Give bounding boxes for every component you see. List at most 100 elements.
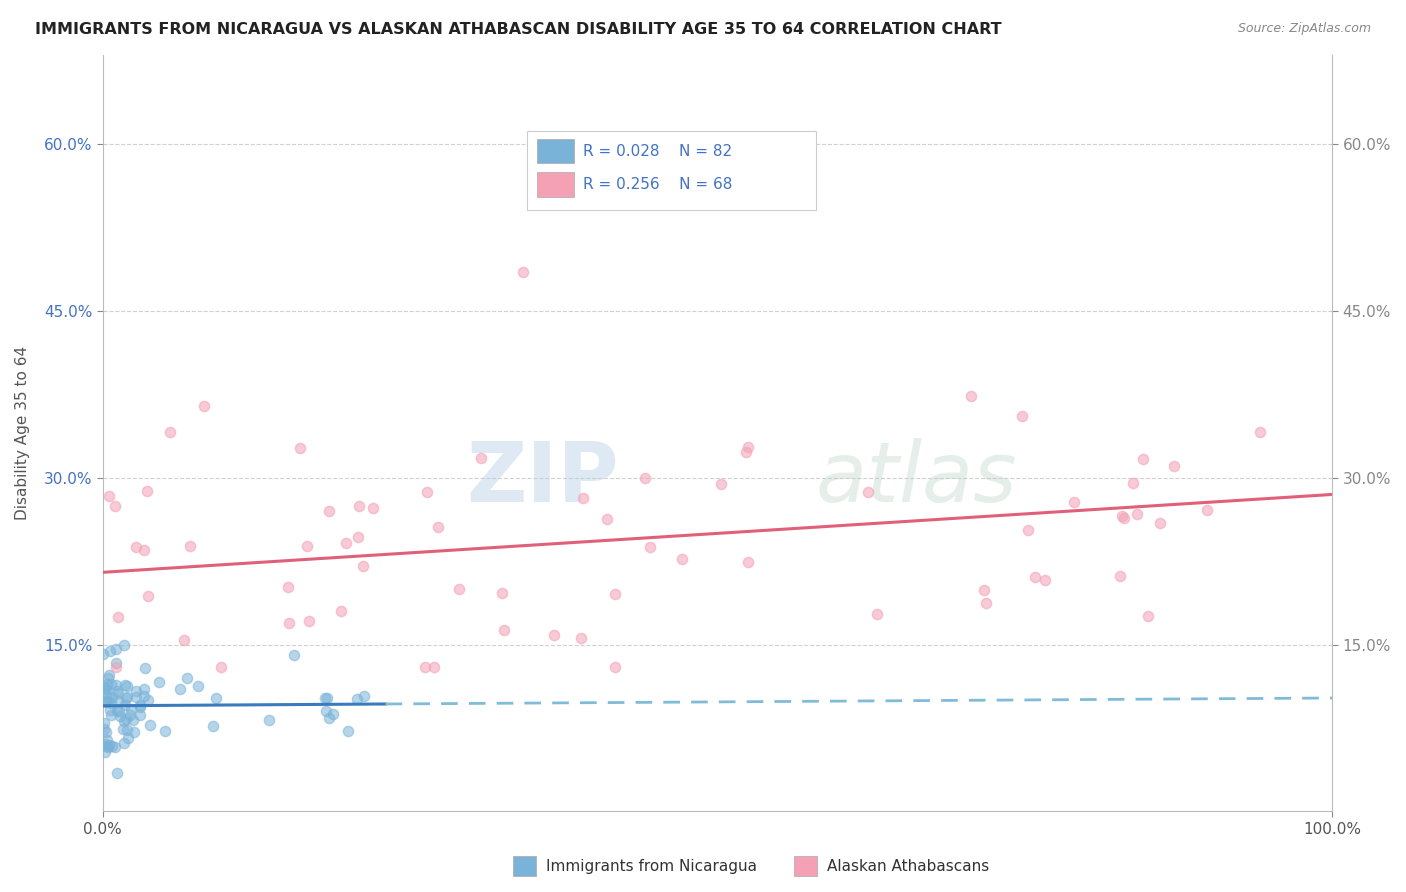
Point (136, 692, 159, 706)
Y-axis label: Disability Age 35 to 64: Disability Age 35 to 64 (15, 346, 30, 520)
Point (201, 719, 224, 733)
Point (120, 701, 142, 715)
Point (1011, 409, 1033, 423)
Point (1137, 609, 1160, 624)
Point (596, 512, 619, 526)
Point (108, 708, 131, 723)
Point (104, 739, 127, 754)
Point (132, 689, 155, 703)
Point (97, 671, 120, 685)
Point (135, 483, 157, 498)
Point (866, 607, 889, 622)
Point (427, 520, 450, 534)
Point (114, 678, 136, 692)
Point (159, 425, 181, 440)
Point (315, 691, 337, 706)
Point (104, 499, 127, 513)
Point (136, 589, 159, 603)
Point (322, 706, 344, 721)
Point (98, 703, 121, 717)
Point (737, 440, 759, 454)
Point (173, 632, 195, 647)
Point (96, 694, 118, 708)
Point (1112, 510, 1135, 524)
Point (543, 628, 565, 642)
Point (134, 681, 156, 696)
Point (710, 476, 733, 491)
Point (1024, 570, 1046, 584)
Point (105, 656, 128, 670)
Point (470, 450, 492, 465)
Point (283, 648, 305, 662)
Point (1122, 475, 1144, 490)
Point (1033, 573, 1056, 587)
Point (1126, 508, 1149, 522)
Point (112, 736, 135, 750)
Point (640, 540, 662, 554)
Point (107, 610, 129, 624)
Point (101, 690, 124, 704)
Point (112, 723, 135, 737)
Point (735, 444, 758, 458)
Point (107, 704, 129, 718)
Point (634, 470, 657, 484)
Point (257, 713, 280, 727)
Point (1197, 503, 1219, 517)
Point (96, 691, 118, 706)
Text: ZIP: ZIP (467, 438, 619, 519)
Point (97, 739, 120, 753)
Point (413, 660, 436, 674)
Point (93, 716, 115, 731)
Point (112, 714, 135, 728)
Point (422, 660, 444, 674)
Point (1063, 494, 1085, 508)
Point (314, 691, 336, 706)
Point (94, 682, 117, 697)
Point (572, 491, 595, 505)
Point (352, 559, 374, 574)
Point (105, 765, 128, 780)
Point (98, 644, 121, 658)
Point (96, 694, 118, 708)
Point (346, 530, 368, 544)
Point (1249, 425, 1271, 439)
Point (100, 697, 122, 711)
Text: Alaskan Athabascans: Alaskan Athabascans (827, 859, 988, 873)
Point (115, 712, 138, 726)
Point (335, 535, 357, 549)
Point (96, 739, 118, 753)
Point (737, 555, 759, 569)
Point (112, 638, 135, 652)
Point (449, 582, 471, 597)
Point (494, 623, 516, 637)
Point (959, 389, 981, 403)
Point (96, 733, 118, 747)
Text: IMMIGRANTS FROM NICARAGUA VS ALASKAN ATHABASCAN DISABILITY AGE 35 TO 64 CORRELAT: IMMIGRANTS FROM NICARAGUA VS ALASKAN ATH… (35, 22, 1001, 37)
Point (193, 399, 215, 413)
Point (114, 698, 136, 712)
Point (107, 686, 129, 700)
Point (94, 724, 117, 739)
Point (94, 687, 117, 701)
Point (117, 731, 139, 745)
Point (129, 698, 152, 713)
Point (114, 690, 136, 705)
Point (97, 668, 120, 682)
Point (97, 489, 120, 503)
Point (96, 677, 118, 691)
Text: R = 0.028    N = 82: R = 0.028 N = 82 (583, 144, 733, 159)
Point (117, 690, 139, 705)
Point (97, 739, 120, 754)
Point (347, 500, 370, 514)
Text: Immigrants from Nicaragua: Immigrants from Nicaragua (546, 859, 756, 873)
Point (187, 679, 209, 693)
Point (1132, 451, 1154, 466)
Point (105, 642, 128, 657)
Point (856, 484, 879, 499)
Point (346, 692, 368, 706)
Point (125, 540, 148, 554)
Text: Source: ZipAtlas.com: Source: ZipAtlas.com (1237, 22, 1371, 36)
Point (1109, 569, 1132, 583)
Point (569, 631, 592, 645)
Point (125, 683, 148, 698)
